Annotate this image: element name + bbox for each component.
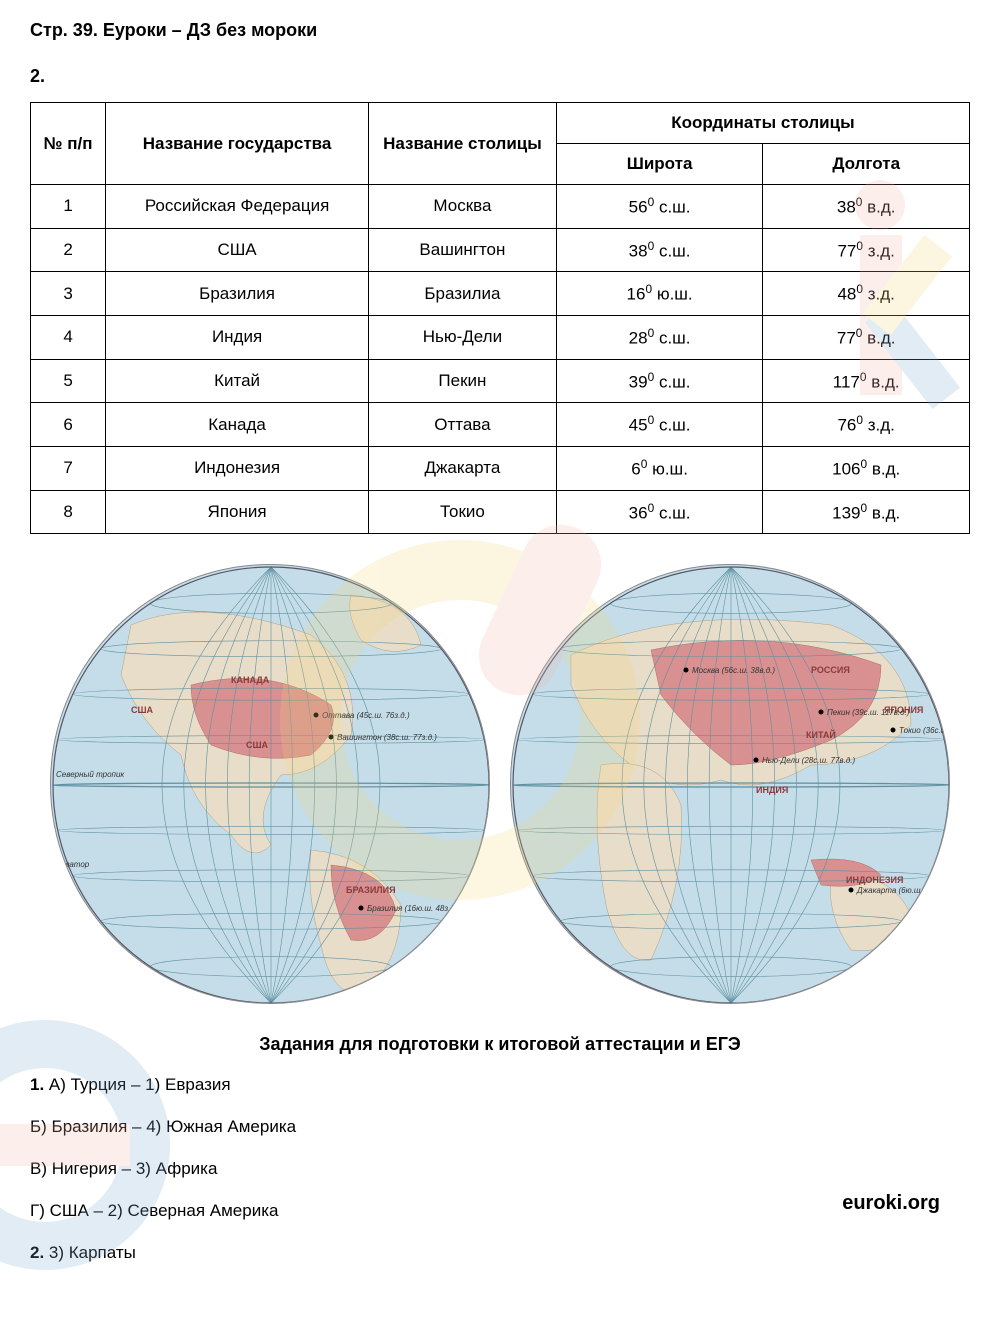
cell-lat: 60 ю.ш. bbox=[556, 446, 763, 490]
cell-lat: 160 ю.ш. bbox=[556, 272, 763, 316]
th-coords: Координаты столицы bbox=[556, 103, 969, 144]
cell-capital: Москва bbox=[369, 185, 557, 229]
cell-lat: 390 с.ш. bbox=[556, 359, 763, 403]
cell-capital: Нью-Дели bbox=[369, 315, 557, 359]
table-row: 7ИндонезияДжакарта60 ю.ш.1060 в.д. bbox=[31, 446, 970, 490]
map-point-label: Джакарта (6ю.ш. 106 в.д.) bbox=[857, 886, 950, 895]
west-svg bbox=[51, 565, 490, 1004]
eastern-hemisphere: РОССИЯКИТАЙИНДИЯЯПОНИЯИНДОНЕЗИЯМосква (5… bbox=[510, 564, 950, 1004]
cell-num: 5 bbox=[31, 359, 106, 403]
map-country-label: БРАЗИЛИЯ bbox=[346, 885, 396, 895]
th-lon: Долгота bbox=[763, 144, 970, 185]
map-point-label: Вашингтон (38с.ш. 77з.д.) bbox=[337, 733, 437, 742]
map-country-label: КИТАЙ bbox=[806, 730, 836, 740]
cell-num: 7 bbox=[31, 446, 106, 490]
cell-lat: 560 с.ш. bbox=[556, 185, 763, 229]
map-country-label: ИНДИЯ bbox=[756, 785, 788, 795]
cell-lon: 770 з.д. bbox=[763, 228, 970, 272]
table-row: 5КитайПекин390 с.ш.1170 в.д. bbox=[31, 359, 970, 403]
map-point bbox=[314, 713, 319, 718]
site-watermark: euroki.org bbox=[842, 1192, 940, 1215]
cell-lat: 450 с.ш. bbox=[556, 403, 763, 447]
answer-line: Г) США – 2) Северная Америка bbox=[30, 1201, 970, 1221]
cell-country: США bbox=[106, 228, 369, 272]
cell-lon: 480 з.д. bbox=[763, 272, 970, 316]
map-axis-label: Экватор bbox=[56, 860, 89, 869]
cell-lat: 380 с.ш. bbox=[556, 228, 763, 272]
map-point bbox=[819, 710, 824, 715]
map-point bbox=[849, 888, 854, 893]
map-axis-label: Северный тропик bbox=[56, 770, 124, 779]
cell-lat: 360 с.ш. bbox=[556, 490, 763, 534]
answer-line: В) Нигерия – 3) Африка bbox=[30, 1159, 970, 1179]
th-capital: Название столицы bbox=[369, 103, 557, 185]
cell-lon: 1060 в.д. bbox=[763, 446, 970, 490]
cell-lon: 760 з.д. bbox=[763, 403, 970, 447]
map-point bbox=[684, 668, 689, 673]
cell-capital: Бразилиа bbox=[369, 272, 557, 316]
answer-line: 2. 3) Карпаты bbox=[30, 1243, 970, 1263]
east-svg bbox=[511, 565, 950, 1004]
cell-lon: 380 в.д. bbox=[763, 185, 970, 229]
cell-capital: Вашингтон bbox=[369, 228, 557, 272]
map-point-label: Оттава (45с.ш. 76з.д.) bbox=[322, 711, 410, 720]
section-title: Задания для подготовки к итоговой аттест… bbox=[30, 1034, 970, 1055]
map-container: США КАНАДА США БРАЗИЛИЯ Оттава (45с.ш. 76з.д… bbox=[30, 564, 970, 1004]
map-point bbox=[891, 728, 896, 733]
map-point bbox=[359, 906, 364, 911]
map-point-label: Нью-Дели (28с.ш. 77в.д.) bbox=[762, 756, 855, 765]
western-hemisphere: США КАНАДА США БРАЗИЛИЯ Оттава (45с.ш. 76з.д… bbox=[50, 564, 490, 1004]
cell-country: Индия bbox=[106, 315, 369, 359]
map-country-label: США bbox=[246, 740, 268, 750]
map-axis-label: Южный тропик bbox=[86, 960, 145, 969]
map-point bbox=[329, 735, 334, 740]
cell-num: 4 bbox=[31, 315, 106, 359]
table-row: 3БразилияБразилиа160 ю.ш.480 з.д. bbox=[31, 272, 970, 316]
cell-country: Япония bbox=[106, 490, 369, 534]
answer-line: Б) Бразилия – 4) Южная Америка bbox=[30, 1117, 970, 1137]
cell-country: Канада bbox=[106, 403, 369, 447]
cell-capital: Оттава bbox=[369, 403, 557, 447]
cell-country: Бразилия bbox=[106, 272, 369, 316]
cell-country: Китай bbox=[106, 359, 369, 403]
answers-block: 1. А) Турция – 1) Евразия Б) Бразилия – 4… bbox=[30, 1075, 970, 1263]
map-country-label: РОССИЯ bbox=[811, 665, 850, 675]
cell-num: 2 bbox=[31, 228, 106, 272]
table-row: 1Российская ФедерацияМосква560 с.ш.380 в… bbox=[31, 185, 970, 229]
th-country: Название государства bbox=[106, 103, 369, 185]
map-country-label: КАНАДА bbox=[231, 675, 269, 685]
table-row: 6КанадаОттава450 с.ш.760 з.д. bbox=[31, 403, 970, 447]
cell-lon: 1170 в.д. bbox=[763, 359, 970, 403]
cell-num: 1 bbox=[31, 185, 106, 229]
cell-num: 8 bbox=[31, 490, 106, 534]
cell-num: 3 bbox=[31, 272, 106, 316]
map-point-label: Бразилия (16ю.ш. 48з.д.) bbox=[367, 904, 460, 913]
page-header: Стр. 39. Еуроки – ДЗ без мороки bbox=[30, 20, 970, 41]
cell-country: Индонезия bbox=[106, 446, 369, 490]
th-num: № п/п bbox=[31, 103, 106, 185]
cell-lon: 770 в.д. bbox=[763, 315, 970, 359]
map-country-label: ИНДОНЕЗИЯ bbox=[846, 875, 903, 885]
cell-num: 6 bbox=[31, 403, 106, 447]
cell-lat: 280 с.ш. bbox=[556, 315, 763, 359]
map-point bbox=[754, 758, 759, 763]
cell-capital: Токио bbox=[369, 490, 557, 534]
cell-lon: 1390 в.д. bbox=[763, 490, 970, 534]
cell-capital: Джакарта bbox=[369, 446, 557, 490]
th-lat: Широта bbox=[556, 144, 763, 185]
coordinates-table: № п/п Название государства Название стол… bbox=[30, 102, 970, 534]
answer-line: 1. А) Турция – 1) Евразия bbox=[30, 1075, 970, 1095]
map-point-label: Токио (36с.ш. 139в.д.) bbox=[899, 726, 950, 735]
cell-country: Российская Федерация bbox=[106, 185, 369, 229]
table-row: 8ЯпонияТокио360 с.ш.1390 в.д. bbox=[31, 490, 970, 534]
table-row: 4ИндияНью-Дели280 с.ш.770 в.д. bbox=[31, 315, 970, 359]
table-row: 2СШАВашингтон380 с.ш.770 з.д. bbox=[31, 228, 970, 272]
task-number: 2. bbox=[30, 66, 970, 87]
cell-capital: Пекин bbox=[369, 359, 557, 403]
map-point-label: Москва (56с.ш. 38в.д.) bbox=[692, 666, 775, 675]
map-point-label: Пекин (39с.ш. 117в.д.) bbox=[827, 708, 909, 717]
map-country-label: США bbox=[131, 705, 153, 715]
